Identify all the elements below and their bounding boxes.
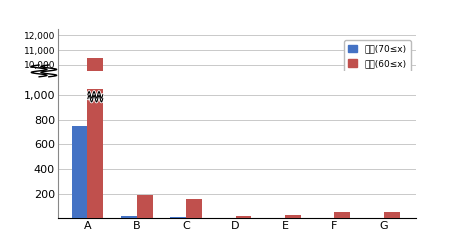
Bar xyxy=(384,212,400,218)
Legend: 주간(70≤x), 야간(60≤x): 주간(70≤x), 야간(60≤x) xyxy=(344,40,411,73)
Bar xyxy=(72,126,87,218)
Bar xyxy=(137,195,152,218)
Bar xyxy=(170,217,186,218)
Bar xyxy=(121,216,137,218)
Bar xyxy=(236,216,251,218)
Bar xyxy=(285,215,301,218)
Bar xyxy=(334,212,350,218)
Bar xyxy=(87,89,103,218)
Bar xyxy=(186,199,202,218)
Bar xyxy=(87,58,103,213)
